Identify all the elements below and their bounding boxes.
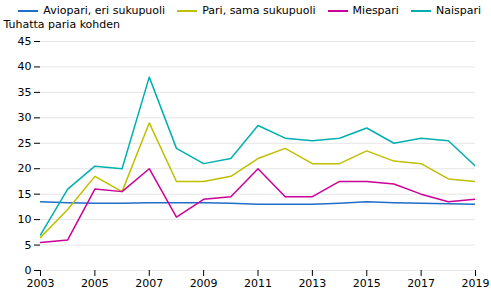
svg-text:Tuhatta paria kohden: Tuhatta paria kohden (3, 18, 121, 31)
svg-text:2007: 2007 (135, 277, 163, 290)
svg-text:2015: 2015 (353, 277, 381, 290)
html-text:Pari, sama sukupuoli: Pari, sama sukupuoli (202, 4, 316, 17)
svg-text:2003: 2003 (27, 277, 55, 290)
html-text:Naispari: Naispari (435, 4, 481, 17)
html-text:Miespari: Miespari (352, 4, 399, 17)
svg-text:35: 35 (18, 86, 32, 99)
svg-text:5: 5 (25, 239, 32, 252)
svg-text:10: 10 (18, 213, 32, 226)
svg-text:45: 45 (18, 35, 32, 48)
svg-text:2017: 2017 (407, 277, 435, 290)
svg-text:2013: 2013 (298, 277, 326, 290)
svg-text:20: 20 (18, 162, 32, 175)
html-text:Aviopari, eri sukupuoli: Aviopari, eri sukupuoli (43, 4, 166, 17)
svg-text:15: 15 (18, 188, 32, 201)
svg-text:40: 40 (18, 60, 32, 73)
svg-text:2019: 2019 (462, 277, 490, 290)
svg-text:2011: 2011 (244, 277, 272, 290)
svg-text:2009: 2009 (190, 277, 218, 290)
svg-text:0: 0 (25, 264, 32, 277)
svg-text:30: 30 (18, 111, 32, 124)
svg-text:25: 25 (18, 137, 32, 150)
svg-text:2005: 2005 (81, 277, 109, 290)
